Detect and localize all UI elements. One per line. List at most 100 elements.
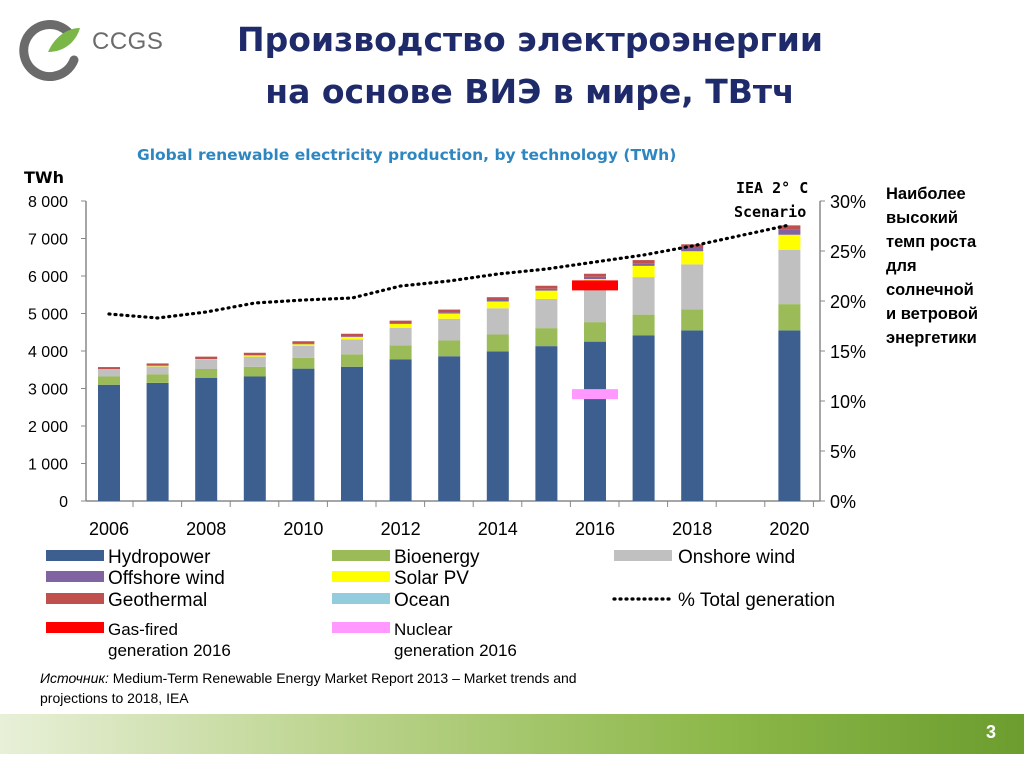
page-number: 3: [985, 722, 996, 742]
bar-segment-hydropower: [584, 341, 606, 501]
bar-segment-solar-pv: [243, 355, 266, 357]
source-text: Medium-Term Renewable Energy Market Repo…: [40, 670, 577, 706]
bar-segment-hydropower: [146, 382, 169, 501]
side-note-line: и ветровой: [886, 305, 978, 323]
ccgs-logo: [18, 18, 178, 82]
bar-segment-bioenergy: [341, 354, 363, 367]
legend-label: Geothermal: [108, 590, 207, 611]
legend-swatch: [332, 593, 390, 604]
bar-segment-bioenergy: [681, 309, 704, 331]
legend-label: Ocean: [394, 590, 450, 611]
bar-segment-bioenergy: [98, 376, 120, 385]
bar-segment-offshore-wind: [632, 263, 655, 266]
bar-segment-onshore-wind: [632, 277, 655, 315]
y-tick-label: 7 000: [28, 232, 68, 249]
legend-swatch: [46, 622, 104, 633]
page-title: Производство электроэнергии на основе ВИ…: [200, 14, 860, 118]
x-tick-label: 2016: [575, 519, 615, 539]
side-note-line: высокий: [886, 209, 959, 227]
bar-segment-bioenergy: [195, 369, 218, 378]
y2-tick-label: 0%: [830, 492, 856, 512]
bar-segment-offshore-wind: [584, 276, 606, 279]
legend-label: Gas-fired: [108, 620, 178, 639]
logo-text: CCGS: [92, 28, 164, 55]
total-generation-line: [107, 223, 792, 320]
side-note-line: для: [886, 257, 917, 275]
x-tick-label: 2012: [381, 519, 421, 539]
bar-segment-geothermal: [438, 309, 461, 313]
bar-segment-geothermal: [243, 352, 266, 356]
bar-segment-bioenergy: [486, 334, 509, 352]
legend-label-line-2: generation 2016: [108, 641, 231, 660]
bar-segment-geothermal: [584, 273, 606, 277]
y2-tick-label: 15%: [830, 342, 866, 362]
y-tick-label: 1 000: [28, 457, 68, 474]
x-tick-label: 2010: [283, 519, 323, 539]
legend-swatch: [332, 622, 390, 633]
y2-tick-label: 10%: [830, 392, 866, 412]
bar-segment-solar-pv: [632, 265, 655, 278]
side-note: Наиболее высокий темп роста для солнечной и в…: [886, 182, 1020, 350]
legend-swatch: [46, 593, 104, 604]
legend-swatch: [614, 550, 672, 561]
bar-segment-solar-pv: [778, 234, 801, 250]
side-note-line: солнечной: [886, 281, 974, 299]
scenario-annotation-line-2: Scenario: [734, 203, 806, 221]
bar-segment-bioenergy: [778, 304, 801, 331]
renewable-production-chart: Global renewable electricity production,…: [24, 146, 866, 660]
legend-swatch: [46, 571, 104, 582]
bar-segment-geothermal: [98, 367, 120, 370]
y2-tick-label: 25%: [830, 242, 866, 262]
x-tick-label: 2006: [89, 519, 129, 539]
bar-segment-hydropower: [438, 356, 461, 501]
bar-segment-geothermal: [389, 320, 412, 324]
y2-tick-label: 20%: [830, 292, 866, 312]
side-note-line: Наиболее: [886, 185, 966, 203]
bar-segment-bioenergy: [389, 345, 412, 360]
bar-segment-onshore-wind: [98, 369, 120, 377]
chart-bars: [98, 225, 801, 501]
bar-segment-bioenergy: [146, 374, 169, 383]
bar-segment-offshore-wind: [535, 288, 558, 291]
marker-gas-fired: [572, 280, 618, 291]
scenario-annotation-line-1: IEA 2° C: [736, 179, 808, 197]
bar-segment-solar-pv: [341, 336, 363, 340]
bar-segment-solar-pv: [146, 365, 169, 367]
bar-segment-hydropower: [195, 378, 218, 501]
y2-tick-label: 30%: [830, 192, 866, 212]
bar-segment-bioenergy: [535, 328, 558, 347]
legend-label: % Total generation: [678, 590, 835, 611]
bar-segment-geothermal: [341, 333, 363, 337]
bar-segment-hydropower: [632, 335, 655, 501]
bar-segment-offshore-wind: [389, 323, 412, 324]
bar-segment-solar-pv: [389, 324, 412, 328]
legend-label: Solar PV: [394, 568, 469, 589]
bar-segment-hydropower: [486, 351, 509, 501]
source-note: Источник: Medium-Term Renewable Energy M…: [40, 668, 640, 708]
legend-swatch: [332, 571, 390, 582]
total-generation-series: [107, 223, 792, 320]
chart-legend: Hydropower Bioenergy Onshore wind Offshore …: [46, 547, 835, 660]
x-tick-label: 2008: [186, 519, 226, 539]
bar-segment-hydropower: [778, 330, 801, 501]
bar-segment-hydropower: [292, 368, 315, 501]
bar-segment-geothermal: [486, 297, 509, 300]
y-tick-label: 3 000: [28, 382, 68, 399]
title-line-1: Производство электроэнергии: [237, 20, 823, 59]
bar-segment-geothermal: [146, 363, 169, 366]
bar-segment-offshore-wind: [681, 247, 704, 252]
bar-segment-offshore-wind: [438, 312, 461, 314]
legend-label: Onshore wind: [678, 547, 795, 568]
y-tick-label: 2 000: [28, 419, 68, 436]
bar-segment-offshore-wind: [778, 229, 801, 235]
bar-segment-hydropower: [98, 384, 120, 501]
bar-segment-onshore-wind: [778, 249, 801, 305]
legend-label: Bioenergy: [394, 547, 480, 568]
bar-segment-geothermal: [292, 341, 315, 344]
legend-label: Nuclear: [394, 620, 453, 639]
bar-segment-onshore-wind: [535, 298, 558, 329]
chart-title: Global renewable electricity production,…: [137, 146, 676, 164]
bar-segment-hydropower: [243, 376, 266, 501]
bar-segment-onshore-wind: [243, 356, 266, 367]
y-tick-label: 5 000: [28, 307, 68, 324]
